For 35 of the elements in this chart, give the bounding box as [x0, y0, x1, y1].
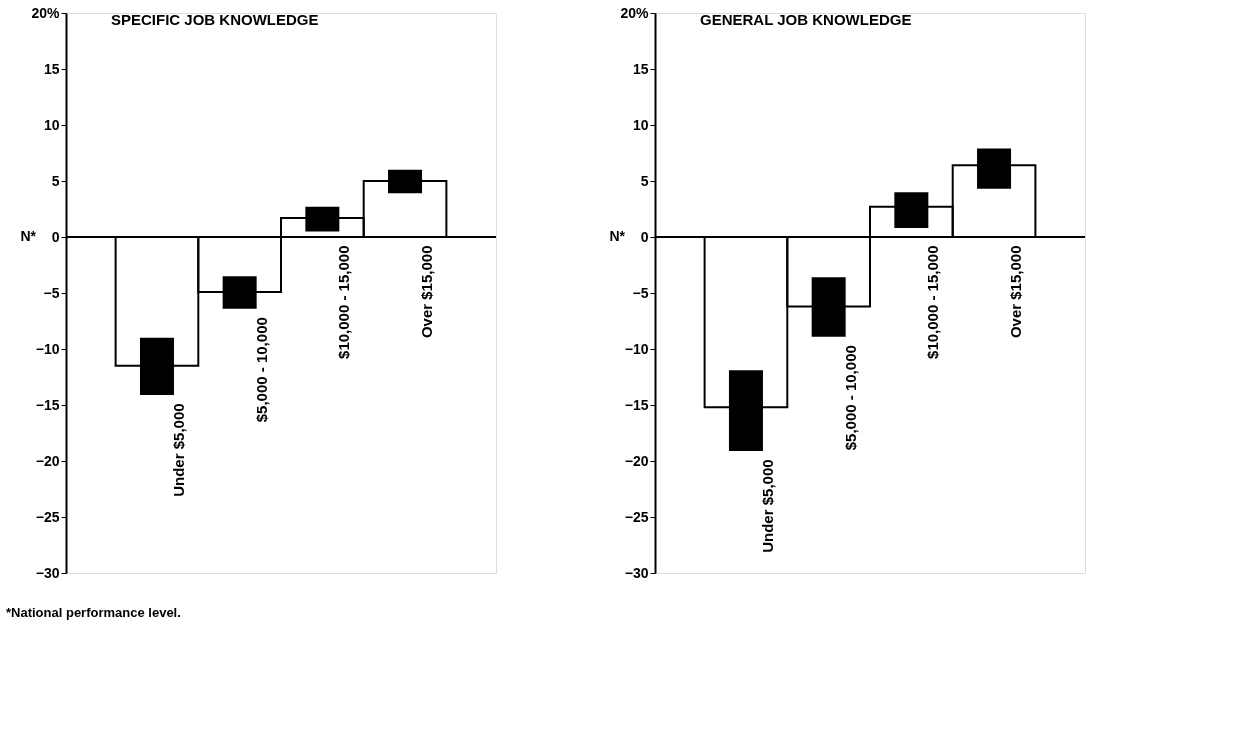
- x-tick-label: Under $5,000: [758, 459, 776, 553]
- x-tick-label: $5,000 - 10,000: [841, 345, 859, 451]
- y-tick-label: 10: [43, 116, 60, 133]
- x-tick-label: Over $15,000: [1007, 245, 1025, 339]
- y-tick-label: 15: [43, 60, 60, 77]
- y-tick-label: 5: [51, 172, 60, 189]
- y-tick-label: −15: [624, 396, 649, 413]
- y-tick-label: −25: [624, 508, 649, 525]
- y-tick-label: 20%: [620, 4, 650, 21]
- y-tick-label: −5: [43, 284, 60, 301]
- ref-line-label: N*: [20, 228, 37, 244]
- y-tick-label: −5: [632, 284, 649, 301]
- y-tick-label: 20%: [31, 4, 61, 21]
- x-tick-label: Over $15,000: [418, 245, 436, 339]
- y-tick-label: −15: [35, 396, 60, 413]
- ref-line-label: N*: [609, 228, 626, 244]
- x-tick-label: $5,000 - 10,000: [252, 317, 270, 423]
- chart-title: SPECIFIC JOB KNOWLEDGE: [111, 11, 319, 28]
- chart-title: GENERAL JOB KNOWLEDGE: [700, 11, 912, 28]
- y-tick-label: −10: [35, 340, 60, 357]
- y-tick-label: −10: [624, 340, 649, 357]
- y-tick-label: −25: [35, 508, 60, 525]
- y-tick-label: 5: [640, 172, 649, 189]
- x-tick-label: $10,000 - 15,000: [924, 245, 942, 359]
- y-tick-label: −30: [624, 564, 649, 581]
- y-tick-label: 0: [51, 228, 60, 245]
- y-tick-label: −20: [624, 452, 649, 469]
- x-tick-label: $10,000 - 15,000: [335, 245, 353, 359]
- y-tick-label: 10: [632, 116, 649, 133]
- y-tick-label: 0: [640, 228, 649, 245]
- x-tick-label: Under $5,000: [169, 403, 187, 497]
- y-tick-label: 15: [632, 60, 649, 77]
- y-tick-label: −30: [35, 564, 60, 581]
- y-tick-label: −20: [35, 452, 60, 469]
- text: *National performance level.: [6, 605, 181, 620]
